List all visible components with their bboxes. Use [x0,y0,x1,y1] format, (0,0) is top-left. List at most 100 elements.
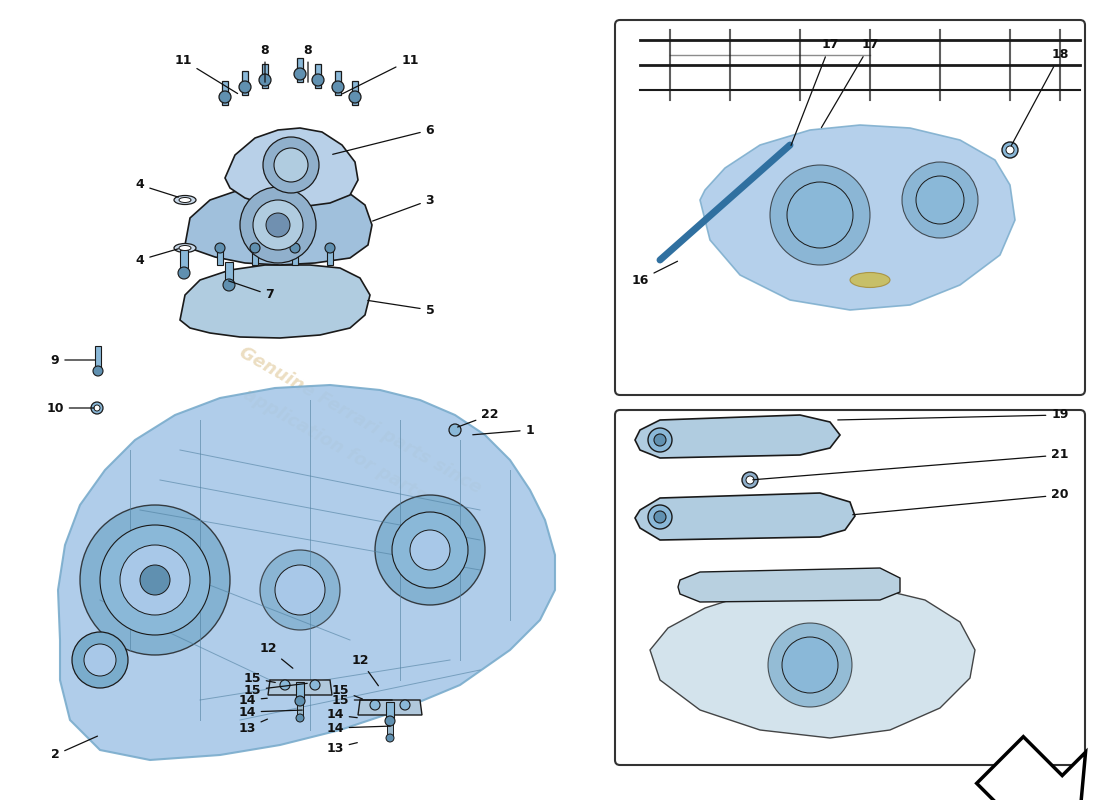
Circle shape [386,734,394,742]
Circle shape [370,700,379,710]
Text: 8: 8 [304,43,312,82]
Text: 18: 18 [1011,49,1069,146]
Circle shape [375,495,485,605]
PathPatch shape [268,680,332,695]
Circle shape [214,243,225,253]
Bar [387,722,393,736]
PathPatch shape [58,385,556,760]
Bar [252,247,258,265]
Circle shape [178,267,190,279]
PathPatch shape [180,265,370,338]
Circle shape [746,476,754,484]
Circle shape [385,716,395,726]
Text: 15: 15 [331,683,362,699]
Circle shape [295,696,305,706]
Circle shape [410,530,450,570]
Circle shape [654,434,666,446]
Text: 6: 6 [332,123,434,154]
Circle shape [140,565,170,595]
Bar [262,64,268,88]
Circle shape [916,176,964,224]
Bar [352,81,358,105]
Circle shape [94,405,100,411]
PathPatch shape [635,415,840,458]
Circle shape [768,623,852,707]
PathPatch shape [678,568,900,602]
Text: 1: 1 [473,423,535,437]
PathPatch shape [358,700,422,715]
Circle shape [310,680,320,690]
Bar [226,262,233,282]
Text: 13: 13 [239,719,267,734]
Circle shape [72,632,128,688]
Circle shape [294,68,306,80]
Bar [217,247,223,265]
Polygon shape [977,737,1086,800]
Text: 10: 10 [46,402,95,414]
Bar [336,71,341,95]
Text: 2: 2 [51,736,98,762]
Bar [222,81,228,105]
Text: 8: 8 [261,43,270,82]
FancyBboxPatch shape [615,410,1085,765]
Text: 13: 13 [327,742,358,754]
Circle shape [275,565,324,615]
Circle shape [654,511,666,523]
Text: 7: 7 [229,281,274,302]
Text: 22: 22 [458,409,498,427]
Circle shape [240,187,316,263]
Bar [386,702,394,718]
Circle shape [91,402,103,414]
Text: 14: 14 [239,694,267,706]
Circle shape [312,74,324,86]
Circle shape [260,550,340,630]
Text: 21: 21 [752,449,1069,480]
Ellipse shape [174,243,196,253]
Circle shape [648,428,672,452]
Circle shape [280,680,290,690]
Text: 9: 9 [51,354,96,366]
Circle shape [263,137,319,193]
Circle shape [258,74,271,86]
Text: 15: 15 [243,683,307,697]
Circle shape [324,243,336,253]
Text: 17: 17 [791,38,838,146]
Circle shape [250,243,260,253]
Text: 14: 14 [327,709,358,722]
Circle shape [400,700,410,710]
Circle shape [296,714,304,722]
PathPatch shape [635,493,855,540]
Circle shape [94,366,103,376]
Circle shape [770,165,870,265]
Text: 14: 14 [327,722,390,734]
Circle shape [120,545,190,615]
Text: 15: 15 [243,671,275,685]
Text: 4: 4 [135,178,178,197]
Circle shape [266,213,290,237]
Bar [297,702,302,716]
Ellipse shape [850,273,890,287]
Ellipse shape [179,246,191,250]
Bar [242,71,248,95]
Circle shape [349,91,361,103]
Text: 11: 11 [174,54,238,94]
PathPatch shape [700,125,1015,310]
Text: 12: 12 [351,654,378,686]
Text: 20: 20 [852,489,1069,514]
Text: 4: 4 [135,249,178,266]
Circle shape [392,512,468,588]
Text: 19: 19 [838,409,1069,422]
Text: 11: 11 [342,54,419,94]
Circle shape [782,637,838,693]
Ellipse shape [179,198,191,202]
Circle shape [1006,146,1014,154]
Circle shape [219,91,231,103]
Circle shape [332,81,344,93]
Text: 14: 14 [239,706,302,718]
Bar [297,58,302,82]
Circle shape [449,424,461,436]
Bar [292,247,298,265]
Text: 3: 3 [373,194,434,221]
Bar [315,64,321,88]
Ellipse shape [174,195,196,205]
